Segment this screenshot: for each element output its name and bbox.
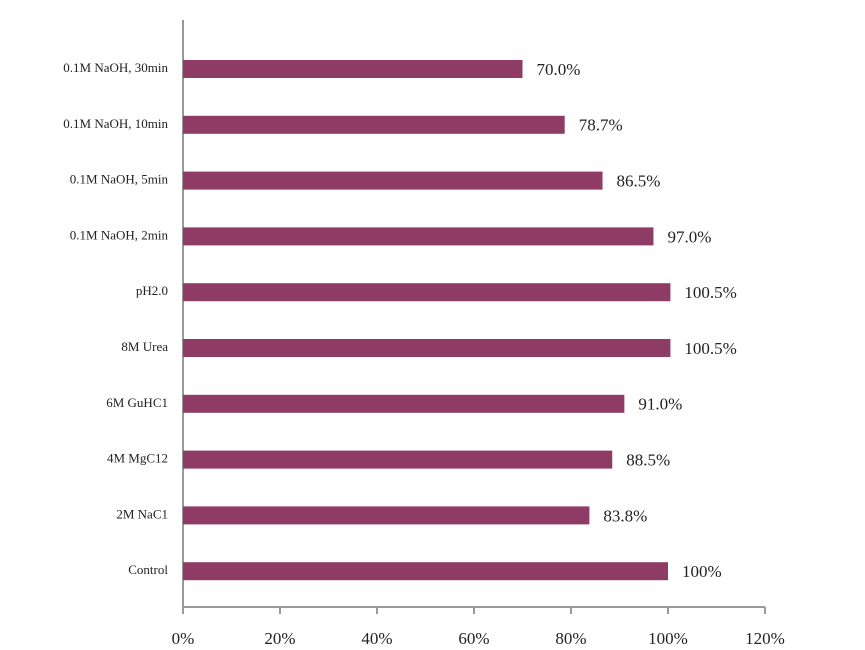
bar [183,339,671,357]
y-tick-label: 0.1M NaOH, 2min [70,227,169,242]
y-tick-label: 0.1M NaOH, 10min [63,116,168,131]
bar [183,450,613,469]
bar [183,115,565,134]
value-label: 100% [682,562,722,581]
value-label: 86.5% [617,172,661,191]
bar [183,562,668,581]
x-tick-label: 40% [361,629,392,648]
bar [183,283,671,302]
y-tick-label: Control [128,562,168,577]
bar [183,227,654,246]
value-label: 100.5% [684,339,736,358]
value-label: 91.0% [638,395,682,414]
x-tick-label: 0% [172,629,195,648]
bar [183,506,590,525]
bar [183,171,603,190]
x-tick-label: 20% [264,629,295,648]
value-label: 100.5% [684,283,736,302]
value-label: 97.0% [667,227,711,246]
value-label: 78.7% [579,116,623,135]
x-tick-label: 80% [555,629,586,648]
bar [183,60,523,78]
x-tick-label: 100% [648,629,688,648]
y-tick-label: 2M NaC1 [116,506,168,521]
y-tick-label: 4M MgC12 [107,451,168,466]
bar [183,394,625,413]
x-tick-label: 60% [458,629,489,648]
value-label: 88.5% [626,451,670,470]
y-tick-label: 8M Urea [121,339,168,354]
y-tick-label: pH2.0 [136,283,168,298]
y-tick-label: 0.1M NaOH, 5min [70,172,169,187]
y-tick-label: 6M GuHC1 [106,395,168,410]
y-tick-label: 0.1M NaOH, 30min [63,60,168,75]
value-label: 83.8% [603,506,647,525]
x-tick-label: 120% [745,629,785,648]
value-label: 70.0% [537,60,581,79]
